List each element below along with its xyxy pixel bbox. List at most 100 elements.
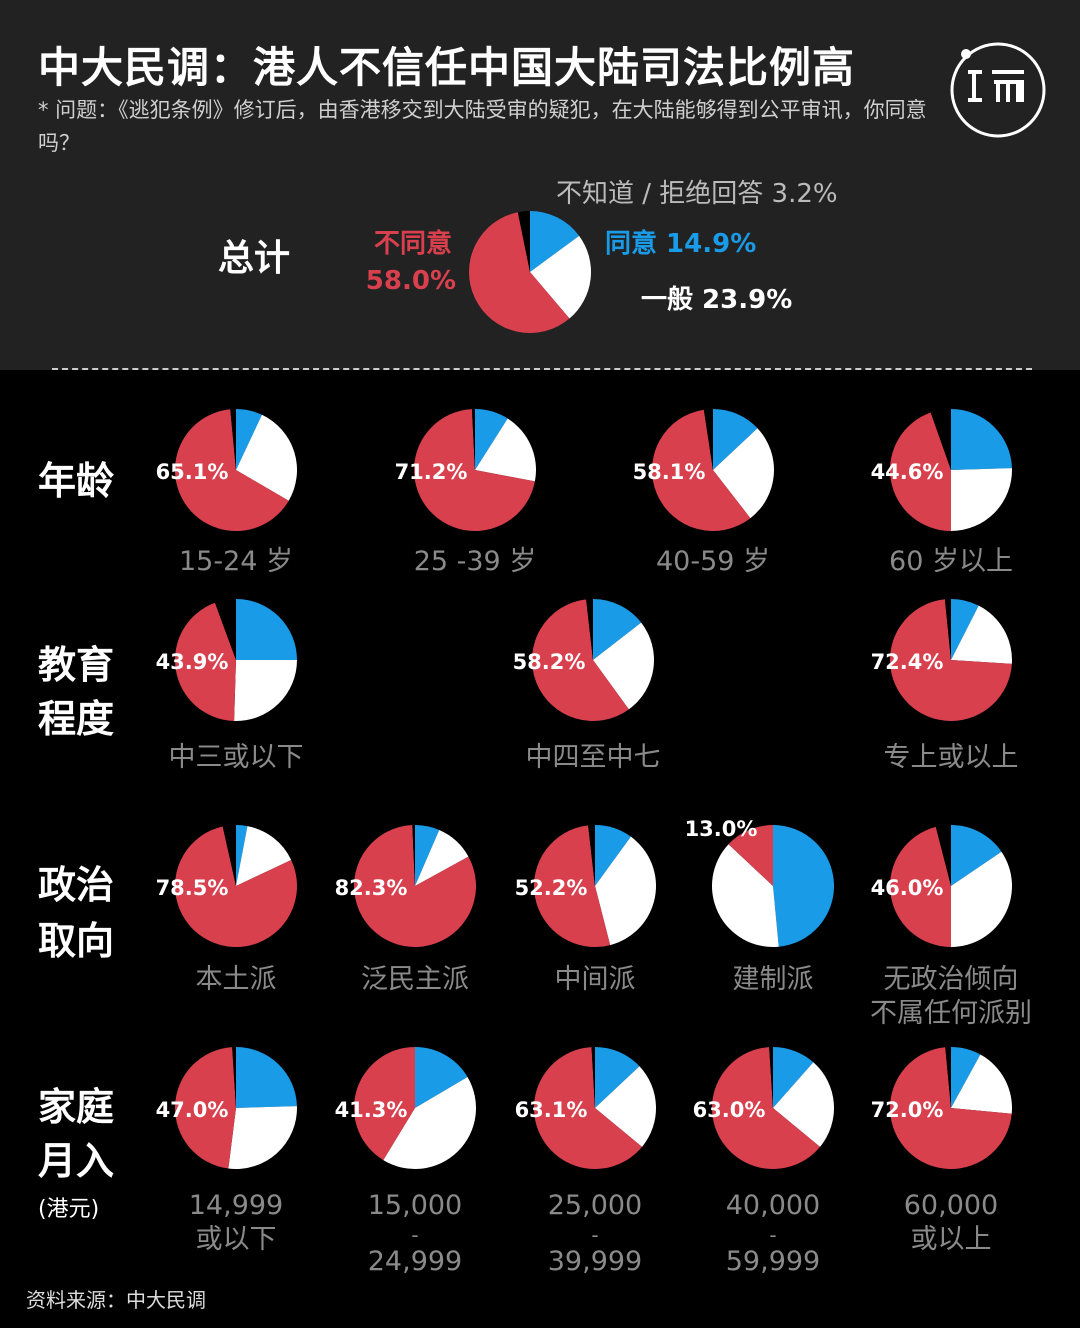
group-label: 教育 [38,643,114,687]
pie-category-dash: - [591,1223,598,1247]
pie-slice-disagree [533,825,611,948]
pie-category-label: 或以上 [911,1224,992,1255]
pie-slice-unknown [935,824,951,886]
pie-category-label: 14,999 [189,1190,283,1221]
group-label: 取向 [38,919,114,963]
pie-slice-agree [951,1047,981,1108]
pie-slice-disagree [651,409,751,532]
pie-slice-unknown [232,1047,236,1108]
pie-percent-label: 72.4% [871,650,944,674]
pie-slice-disagree [174,826,297,947]
pie-category-label: 60,000 [904,1190,998,1221]
pie-slice-agree [475,409,508,470]
group-label: 年龄 [38,459,114,503]
pie-slice-neutral [593,622,654,710]
pie-slice-agree [773,1047,814,1108]
page-title: 中大民调：港人不信任中国大陆司法比例高 [38,43,856,92]
pie-slice-unknown [214,599,236,660]
pie-slice-neutral [711,844,779,947]
pie-percent-label: 65.1% [156,460,229,484]
pie-slice-neutral [236,826,292,886]
pie-slice-unknown [930,409,951,470]
pie-slice-unknown [586,599,593,660]
pie-slice-unknown [222,824,236,886]
pie-slice-disagree [468,212,570,333]
page-subtitle: * 问题：《逃犯条例》修订后，由香港移交到大陆受审的疑犯，在大陆能够得到公平审讯… [38,98,927,155]
pie-slice-unknown [471,409,475,470]
pie-slice-agree [593,599,642,660]
pie-category-label: 中间派 [555,964,636,995]
total-unknown-label: 不知道 / 拒绝回答 3.2% [556,179,838,209]
pie-category-label: 专上或以上 [884,742,1019,773]
pie-category-label: 15,000 [368,1190,462,1221]
pie-slice-neutral [236,414,297,501]
pie-slice-unknown [769,1047,773,1108]
pie-category-label: 60 岁以上 [889,546,1013,577]
pie-percent-label: 47.0% [156,1098,229,1122]
pie-slice-disagree [889,826,951,947]
pie-category-label: 中三或以下 [169,742,304,773]
pie-category-label: 不属任何派别 [870,998,1032,1029]
pie-slice-disagree [889,412,951,531]
pie-slice-unknown [412,824,415,886]
pie-slice-unknown [703,408,713,470]
pie-percent-label: 44.6% [871,460,944,484]
pie-category-label: 建制派 [733,964,814,995]
pie-slice-neutral [383,1076,476,1169]
pie-percent-label: 58.2% [513,650,586,674]
pie-slice-agree [530,211,580,272]
pie-slice-neutral [530,235,591,319]
section-divider [52,368,1032,370]
pie-slice-agree [236,824,248,886]
pie-slice-unknown [517,211,530,272]
pie-slice-disagree [728,824,773,886]
pie-percent-label: 72.0% [871,1098,944,1122]
pie-slice-agree [951,825,1002,886]
pie-category-label: 25 -39 岁 [414,546,537,577]
pie-percent-label: 46.0% [871,876,944,900]
pie-category-label: 中四至中七 [526,742,661,773]
pie-category-dash: - [411,1223,418,1247]
pie-slice-unknown [588,825,595,886]
pie-percent-label: 58.1% [633,460,706,484]
pie-slice-neutral [773,1062,834,1147]
pie-category-label: 24,999 [368,1246,462,1277]
pie-slice-unknown [945,1047,951,1108]
pie-slice-unknown [230,409,236,470]
pie-slice-neutral [475,418,536,482]
pie-category-label: 59,999 [726,1246,820,1277]
pie-slice-neutral [595,1066,656,1147]
pie-percent-label: 82.3% [335,876,408,900]
pie-slice-agree [415,824,440,886]
pie-slice-disagree [353,1047,415,1161]
pie-slice-disagree [711,1047,821,1169]
pie-category-label: 25,000 [548,1190,642,1221]
pie-slice-neutral [415,830,469,886]
pie-slice-agree [595,1047,640,1108]
group-label: 程度 [38,697,114,741]
pie-slice-agree [951,409,1012,470]
total-label: 总计 [218,238,290,279]
pie-category-label: 40,000 [726,1190,820,1221]
group-label: 政治 [38,863,114,907]
pie-slice-agree [236,599,297,660]
total-agree-label: 同意 14.9% [605,228,756,259]
pie-slice-disagree [174,1047,236,1169]
pie-percent-label: 52.2% [515,876,588,900]
pie-slice-neutral [228,1106,297,1170]
pie-slice-disagree [889,1047,1012,1169]
pie-category-label: 40-59 岁 [656,546,770,577]
pie-slice-neutral [234,660,297,721]
pie-slice-unknown [944,599,951,660]
pie-slice-neutral [951,851,1013,947]
pie-percent-label: 78.5% [156,876,229,900]
group-label: 家庭 [38,1085,114,1129]
duan-logo-icon [950,42,1046,138]
pie-slice-disagree [413,409,535,531]
group-label: 月入 [38,1139,114,1183]
pie-slice-disagree [533,1047,643,1169]
pie-slice-agree [415,1047,468,1108]
pie-category-dash: - [769,1223,776,1247]
pie-category-label: 或以下 [196,1224,277,1255]
pie-slice-agree [236,409,262,470]
